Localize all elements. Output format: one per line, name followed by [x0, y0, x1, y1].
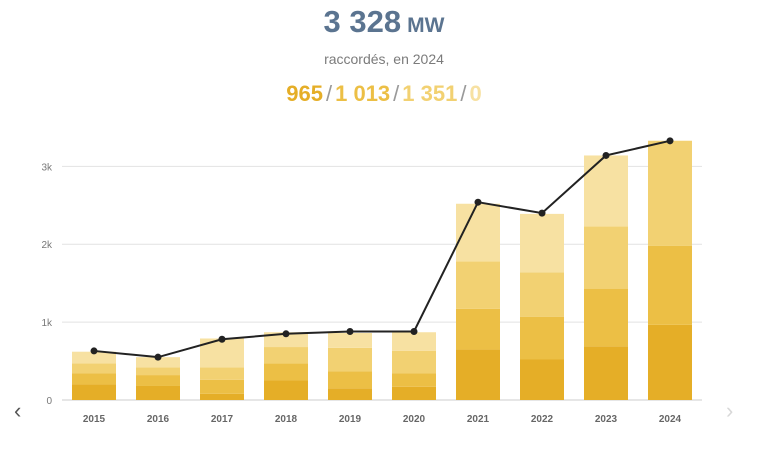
total-point	[666, 137, 674, 145]
bar-segment	[648, 324, 692, 400]
x-tick-label: 2024	[659, 414, 682, 425]
bar-segment	[392, 373, 436, 387]
bar-segment	[328, 333, 372, 348]
bar-segment	[136, 375, 180, 386]
bar-segment	[72, 373, 116, 385]
breakdown-value-2: 1 013	[335, 81, 391, 106]
bar-segment	[72, 384, 116, 400]
bar-segment	[584, 288, 628, 347]
total-point	[154, 353, 162, 361]
y-tick-label: 0	[46, 396, 52, 407]
bar-segment	[456, 261, 500, 309]
bar-segment	[520, 272, 564, 317]
bar-segment	[200, 379, 244, 394]
breakdown-values: 965/1 013/1 351/0	[0, 81, 768, 107]
x-tick-label: 2016	[147, 414, 170, 425]
bar-segment	[520, 316, 564, 360]
x-tick-label: 2020	[403, 414, 426, 425]
bar-segment	[648, 140, 692, 246]
x-tick-label: 2021	[467, 414, 490, 425]
breakdown-value-1: 965	[286, 81, 323, 106]
y-tick-label: 3k	[41, 162, 53, 173]
bar-segment	[72, 351, 116, 364]
total-point	[346, 327, 354, 335]
bar-segment	[456, 349, 500, 400]
total-line	[93, 139, 671, 359]
total-point	[538, 209, 546, 217]
headline-subtitle: raccordés, en 2024	[324, 51, 444, 67]
bar-segment	[392, 332, 436, 351]
bar-segment	[584, 155, 628, 227]
breakdown-value-4: 0	[469, 81, 482, 106]
headline-unit: MW	[407, 14, 445, 37]
bar-segment	[520, 359, 564, 400]
bar-segment	[264, 347, 308, 364]
total-point	[474, 198, 482, 206]
bar-segment	[136, 357, 180, 368]
bar-segment	[456, 308, 500, 350]
x-tick-label: 2017	[211, 414, 234, 425]
bar-segment	[392, 386, 436, 400]
x-tick-label: 2019	[339, 414, 362, 425]
chevron-left-icon[interactable]: ‹	[14, 398, 22, 423]
bar-segment	[328, 371, 372, 389]
bar-segment	[264, 380, 308, 400]
total-point	[602, 151, 610, 159]
total-point	[90, 347, 98, 355]
x-tick-label: 2022	[531, 414, 554, 425]
total-point	[410, 327, 418, 335]
bar-segment	[136, 385, 180, 400]
y-tick-label: 1k	[41, 318, 53, 329]
breakdown-separator: /	[325, 81, 333, 106]
breakdown-value-3: 1 351	[402, 81, 458, 106]
bar-segment	[392, 350, 436, 374]
bar-segment	[328, 347, 372, 372]
bar-segment	[264, 332, 308, 348]
bar-segment	[200, 393, 244, 400]
bar-segment	[72, 363, 116, 374]
total-point	[282, 330, 290, 338]
bar-segment	[328, 388, 372, 400]
x-tick-label: 2015	[83, 414, 106, 425]
headline-value: 3 328	[323, 4, 402, 39]
breakdown-separator: /	[460, 81, 467, 106]
bar-segment	[584, 226, 628, 289]
bar-segment	[584, 346, 628, 400]
bar-segment	[200, 367, 244, 380]
x-tick-label: 2018	[275, 414, 298, 425]
bar-segment	[648, 245, 692, 325]
chevron-right-icon[interactable]: ›	[726, 398, 734, 423]
headline-total: 3 328 MW	[0, 4, 768, 40]
x-tick-label: 2023	[595, 414, 618, 425]
breakdown-separator: /	[393, 81, 400, 106]
bar-segment	[520, 213, 564, 273]
bar-segment	[264, 363, 308, 381]
bar-segment	[136, 367, 180, 376]
total-point	[218, 335, 226, 343]
y-tick-label: 2k	[41, 240, 53, 251]
